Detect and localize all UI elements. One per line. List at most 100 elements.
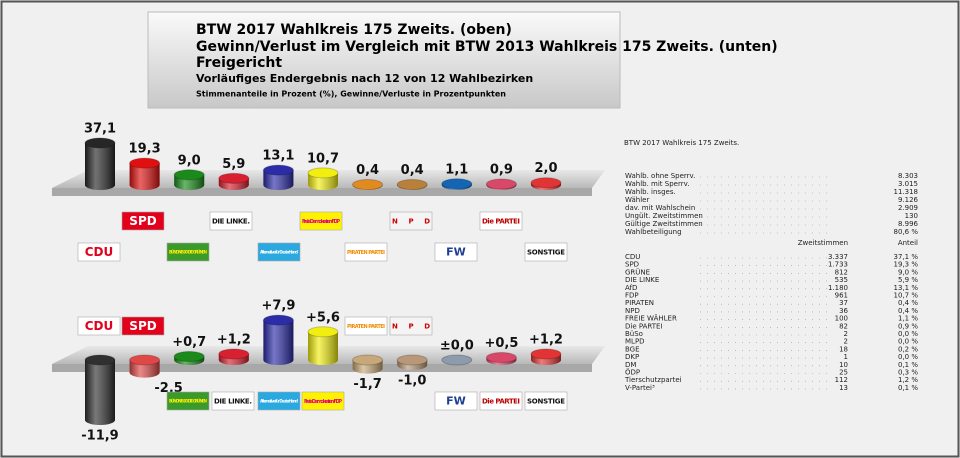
bar-top bbox=[441, 354, 473, 366]
party-logo bbox=[344, 242, 388, 262]
value-label: 0,4 bbox=[356, 163, 379, 178]
bar-top bbox=[307, 167, 339, 179]
bar-top bbox=[84, 137, 116, 149]
party-share: 5,9 % bbox=[898, 276, 918, 284]
party-share: 0,0 % bbox=[898, 353, 918, 361]
bar-top bbox=[84, 354, 116, 366]
party-votes: 1 bbox=[844, 353, 848, 361]
party-logo bbox=[77, 242, 121, 262]
party-votes: 2 bbox=[844, 338, 848, 346]
party-share: 0,0 % bbox=[898, 338, 918, 346]
subtitle: Stimmenanteile in Prozent (%), Gewinne/V… bbox=[196, 90, 506, 99]
party-votes: 13 bbox=[839, 384, 848, 392]
party-logo-label: Freie Demokraten FDP bbox=[302, 219, 340, 225]
party-share: 1,2 % bbox=[898, 376, 918, 384]
summary-label: Wahlb. mit Sperrv. bbox=[625, 180, 689, 188]
party-logo-label: Alternative für Deutschland bbox=[260, 399, 298, 404]
party-logo bbox=[344, 316, 388, 336]
value-label: +0,7 bbox=[172, 335, 206, 350]
bar-shade bbox=[263, 320, 294, 360]
value-label: 10,7 bbox=[307, 151, 339, 166]
party-name: SPD bbox=[625, 261, 639, 269]
party-name: ÖDP bbox=[625, 368, 640, 377]
bar-top bbox=[218, 172, 250, 184]
summary-value: 2.909 bbox=[898, 204, 918, 212]
party-name: MLPD bbox=[625, 338, 645, 346]
party-share: 0,0 % bbox=[898, 330, 918, 338]
party-share: 0,3 % bbox=[898, 369, 918, 377]
party-logo-label: DIE LINKE. bbox=[214, 398, 252, 406]
summary-value: 130 bbox=[905, 212, 918, 220]
party-logo-label: SPD bbox=[129, 319, 156, 333]
summary-label: Wahlb. ohne Sperrv. bbox=[625, 172, 695, 180]
party-votes: 961 bbox=[835, 292, 848, 300]
party-logo bbox=[209, 211, 253, 231]
party-votes: 36 bbox=[839, 307, 848, 315]
bar-bottom-shade bbox=[308, 355, 338, 365]
value-label: +0,5 bbox=[484, 336, 518, 351]
bar-top bbox=[307, 326, 339, 338]
party-votes: 2 bbox=[844, 330, 848, 338]
bar-top bbox=[129, 157, 161, 169]
party-logo-label: SONSTIGE bbox=[527, 398, 565, 406]
party-logo-label: Alternative für Deutschland bbox=[260, 250, 298, 255]
bar-top bbox=[485, 178, 517, 190]
summary-label: Ungült. Zweitstimmen bbox=[625, 212, 703, 220]
bar-top bbox=[485, 351, 517, 363]
bar-top bbox=[129, 354, 161, 366]
party-logo bbox=[524, 391, 568, 411]
party-logo-label: Freie Demokraten FDP bbox=[304, 399, 342, 405]
platform-front bbox=[52, 188, 592, 196]
summary-label: Wähler bbox=[625, 196, 649, 204]
bar-shade bbox=[174, 174, 205, 185]
party-logo-label: CDU bbox=[85, 245, 114, 259]
party-name: BüSo bbox=[625, 330, 643, 338]
party-logo bbox=[479, 211, 523, 231]
value-label: 13,1 bbox=[262, 149, 294, 164]
bar-top bbox=[262, 314, 294, 326]
party-logo bbox=[389, 211, 433, 231]
party-share: 0,1 % bbox=[898, 361, 918, 369]
value-label: +7,9 bbox=[261, 299, 295, 314]
party-logo bbox=[166, 391, 210, 411]
bar-shade bbox=[129, 163, 160, 185]
party-logo bbox=[389, 316, 433, 336]
party-name: Tierschutzpartei bbox=[624, 376, 682, 384]
party-logo bbox=[524, 242, 568, 262]
party-votes: 18 bbox=[839, 345, 848, 353]
party-votes: 100 bbox=[835, 315, 848, 323]
bar-bottom-shade bbox=[263, 355, 294, 365]
value-label: ±0,0 bbox=[440, 339, 474, 354]
bar-top bbox=[441, 178, 473, 190]
party-logo-label: NPD bbox=[392, 323, 430, 331]
bar-shade bbox=[85, 143, 115, 185]
value-label: 37,1 bbox=[84, 122, 116, 137]
party-name: AfD bbox=[625, 284, 637, 292]
party-logo-label: Die PARTEI bbox=[482, 398, 520, 406]
party-logo bbox=[299, 211, 343, 231]
bar-top bbox=[173, 350, 205, 362]
party-logo-label: PIRATEN PARTEI bbox=[347, 250, 385, 256]
value-label: -11,9 bbox=[81, 429, 118, 444]
bar-shade bbox=[85, 360, 115, 420]
party-name: FREIE WÄHLER bbox=[625, 314, 677, 323]
value-label: 0,9 bbox=[490, 162, 513, 177]
party-votes: 112 bbox=[835, 376, 848, 384]
party-votes: 10 bbox=[839, 361, 848, 369]
value-label: 0,4 bbox=[401, 163, 424, 178]
bar-top bbox=[396, 354, 428, 366]
bar-top bbox=[352, 354, 384, 366]
party-logo-label: BÜNDNIS 90 DIE GRÜNEN bbox=[169, 250, 207, 255]
party-share: 10,7 % bbox=[894, 292, 919, 300]
party-votes: 3.337 bbox=[828, 253, 848, 261]
party-logo bbox=[479, 391, 523, 411]
bar-bottom-shade bbox=[352, 363, 383, 374]
party-name: DIE LINKE bbox=[625, 276, 659, 284]
value-label: +5,6 bbox=[306, 310, 340, 325]
value-label: +1,2 bbox=[217, 332, 251, 347]
summary-value: 11.318 bbox=[894, 188, 919, 196]
party-name: V-Partei³ bbox=[625, 384, 655, 392]
party-logo bbox=[257, 391, 301, 411]
party-votes: 1.733 bbox=[828, 261, 848, 269]
